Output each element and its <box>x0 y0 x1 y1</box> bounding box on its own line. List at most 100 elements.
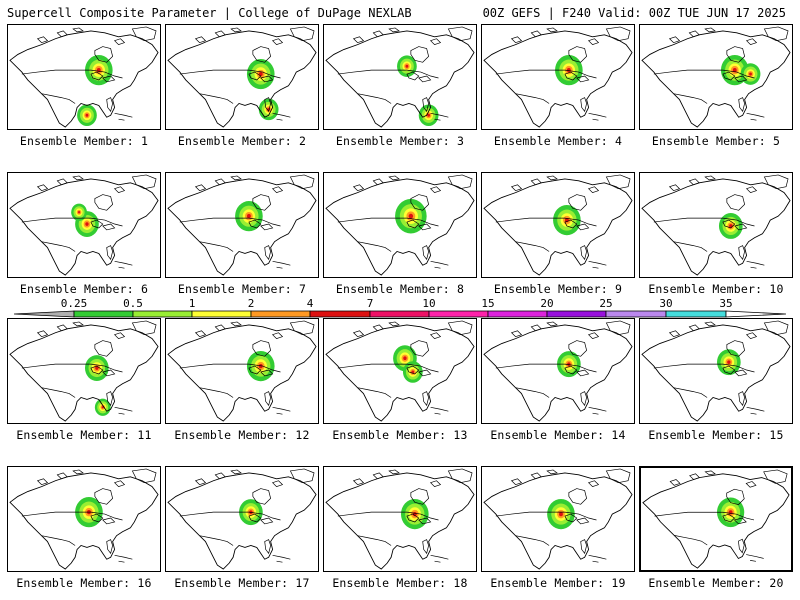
arctic-islands <box>352 469 442 488</box>
north-america-map <box>9 174 159 276</box>
color-scale-segment <box>250 310 311 318</box>
scp-contour <box>85 222 89 226</box>
great-lakes <box>564 513 590 525</box>
north-america-map <box>325 174 475 276</box>
north-america-map <box>167 26 317 128</box>
us-mexico-border <box>357 387 392 398</box>
arctic-islands <box>194 175 284 194</box>
color-scale-tick-label: 35 <box>719 297 733 310</box>
coastline <box>325 324 475 422</box>
ensemble-member-label: Ensemble Member: 6 <box>19 282 149 296</box>
us-mexico-border <box>41 535 76 546</box>
ensemble-member-map <box>7 318 161 424</box>
hudson-bay <box>726 46 746 63</box>
greenland <box>605 468 631 484</box>
arctic-islands <box>510 27 600 46</box>
us-canada-border <box>337 69 439 79</box>
us-canada-border <box>21 363 123 373</box>
caribbean-islands <box>114 112 133 121</box>
color-scale-tick-label: 30 <box>659 297 673 310</box>
florida <box>738 538 745 554</box>
arctic-islands <box>669 470 757 488</box>
caribbean-islands <box>588 406 607 415</box>
florida <box>738 391 745 407</box>
us-mexico-border <box>673 93 708 104</box>
florida <box>580 97 587 113</box>
great-lakes <box>90 71 116 83</box>
coastline <box>325 30 475 128</box>
greenland <box>447 174 473 190</box>
great-lakes <box>406 219 432 231</box>
scp-contour <box>405 64 409 68</box>
caribbean-islands <box>430 554 449 563</box>
coastline <box>167 178 317 276</box>
scp-shading <box>400 498 429 530</box>
color-scale-tick-label: 4 <box>306 297 314 310</box>
ensemble-member-label: Ensemble Member: 11 <box>16 428 152 442</box>
color-scale-segment <box>73 310 134 318</box>
us-mexico-border <box>41 93 76 104</box>
ensemble-member-map <box>7 466 161 572</box>
us-canada-border <box>21 217 123 227</box>
hudson-bay <box>410 340 430 357</box>
caribbean-islands <box>272 406 291 415</box>
us-canada-border <box>337 511 439 521</box>
caribbean-islands <box>430 112 449 121</box>
great-lakes <box>248 513 274 525</box>
greenland <box>131 174 157 190</box>
great-lakes <box>406 71 432 83</box>
greenland <box>131 468 157 484</box>
ensemble-member-label: Ensemble Member: 14 <box>490 428 626 442</box>
ensemble-member-label: Ensemble Member: 9 <box>493 282 623 296</box>
chart-title: Supercell Composite Parameter | College … <box>7 6 412 20</box>
great-lakes <box>722 513 747 525</box>
arctic-islands <box>352 175 442 194</box>
color-scale-segment <box>369 310 430 318</box>
us-mexico-border <box>673 241 708 252</box>
caribbean-islands <box>746 112 765 121</box>
ensemble-member-label: Ensemble Member: 16 <box>16 576 152 590</box>
scp-shading <box>235 201 263 232</box>
scp-contour <box>566 68 571 73</box>
ensemble-member-map <box>481 172 635 278</box>
florida <box>422 539 429 555</box>
us-canada-border <box>653 363 755 373</box>
color-scale-tick-label: 25 <box>599 297 613 310</box>
us-mexico-border <box>515 241 550 252</box>
ensemble-member-label: Ensemble Member: 13 <box>332 428 468 442</box>
scp-contour <box>408 213 414 219</box>
ensemble-member-label: Ensemble Member: 12 <box>174 428 310 442</box>
us-mexico-border <box>515 535 550 546</box>
florida <box>106 245 113 261</box>
coastline <box>9 178 159 276</box>
coastline <box>9 324 159 422</box>
caribbean-islands <box>114 406 133 415</box>
hudson-bay <box>252 194 272 211</box>
ensemble-member-label: Ensemble Member: 20 <box>648 576 784 590</box>
greenland <box>763 320 789 336</box>
caribbean-islands <box>272 112 291 121</box>
coastline <box>641 30 791 128</box>
north-america-map <box>9 320 159 422</box>
ensemble-member-map <box>481 24 635 130</box>
coastline <box>167 30 317 128</box>
north-america-map <box>641 320 791 422</box>
color-scale-segment <box>605 310 667 318</box>
us-canada-border <box>179 363 281 373</box>
great-lakes <box>248 71 274 83</box>
us-mexico-border <box>199 387 234 398</box>
us-mexico-border <box>515 93 550 104</box>
north-america-map <box>641 174 791 276</box>
florida <box>580 391 587 407</box>
ensemble-member-label: Ensemble Member: 5 <box>651 134 781 148</box>
hudson-bay <box>94 46 114 63</box>
ensemble-member-map <box>165 24 319 130</box>
color-scale-tick-label: 0.5 <box>123 297 143 310</box>
hudson-bay <box>568 340 588 357</box>
ensemble-member-map <box>639 24 793 130</box>
coastline <box>9 472 159 570</box>
ensemble-member-map <box>639 466 793 572</box>
hudson-bay <box>94 488 114 505</box>
ensemble-member-map <box>323 466 477 572</box>
ensemble-member-map <box>7 172 161 278</box>
